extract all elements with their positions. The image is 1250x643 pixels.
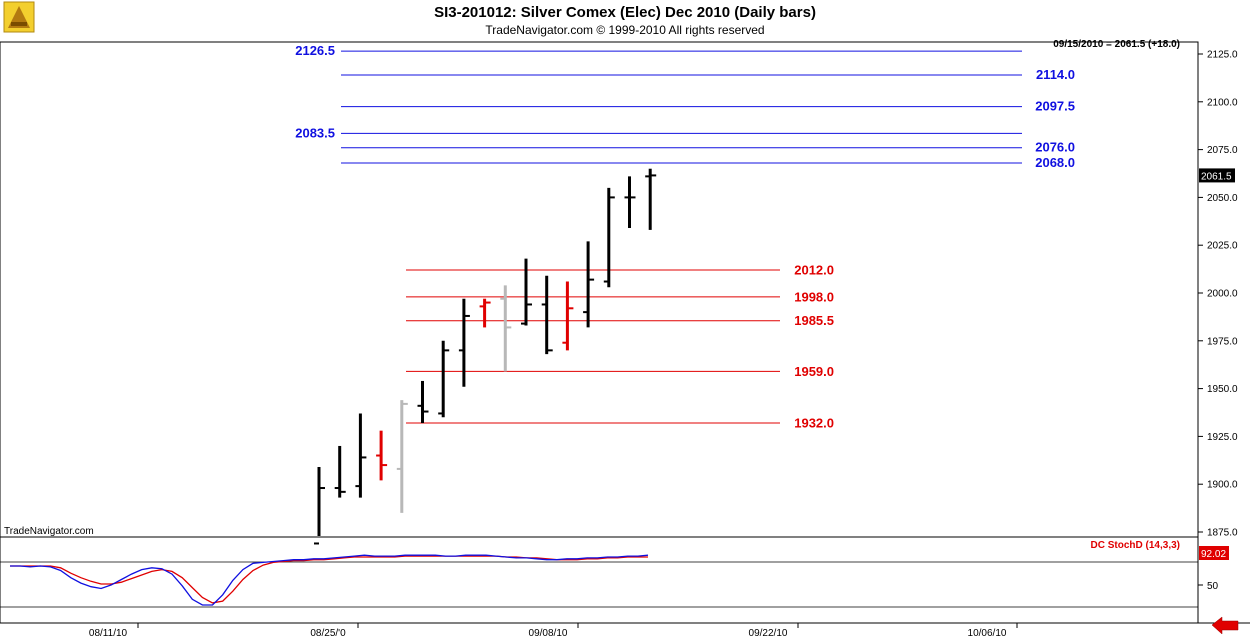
y-tick-label: 2000.0 (1207, 289, 1238, 300)
chart-title: SI3-201012: Silver Comex (Elec) Dec 2010… (434, 4, 816, 21)
blue-level-label: 2114.0 (1036, 67, 1075, 82)
y-tick-label: 1950.0 (1207, 384, 1238, 395)
x-tick-label: 09/08/10 (529, 628, 568, 639)
plot-frame (0, 41, 1199, 538)
scroll-left-arrow-icon[interactable] (1211, 616, 1239, 635)
last-price-marker: 2061.5 (1199, 168, 1235, 183)
red-level-label: 1998.0 (794, 289, 834, 304)
indicator-value-box (1199, 546, 1229, 560)
stoch-d-line (10, 555, 648, 604)
y-tick-label: 2075.0 (1207, 145, 1238, 156)
y-tick-label: 1875.0 (1207, 528, 1238, 539)
y-tick-label: 2025.0 (1207, 241, 1238, 252)
price-bar (458, 298, 470, 387)
y-tick-label: 1900.0 (1207, 480, 1238, 491)
blue-level-label: 2126.5 (295, 43, 335, 58)
price-bar (376, 430, 388, 481)
x-tick-label: 08/11/10 (89, 628, 128, 639)
price-bar (396, 400, 408, 513)
quote-header: 09/15/2010 = 2061.5 (+18.0) (1053, 39, 1180, 50)
watermark: TradeNavigator.com (4, 526, 94, 537)
ind-tick-label: 50 (1207, 581, 1219, 592)
x-tick-label: 10/06/10 (968, 628, 1007, 639)
chart-subtitle: TradeNavigator.com © 1999-2010 All right… (485, 23, 764, 37)
last-price-box (1199, 168, 1235, 183)
red-level-label: 1932.0 (794, 416, 834, 431)
y-tick-label: 2050.0 (1207, 193, 1238, 204)
price-bar (438, 340, 450, 418)
price-bar (355, 413, 367, 498)
price-bar (417, 380, 429, 424)
x-axis-ticks: 08/11/10 08/25/'0 09/08/10 09/22/10 10/06/10 (89, 623, 1018, 639)
last-price-label: 2061.5 (1201, 171, 1232, 182)
y-tick-label: 2125.0 (1207, 50, 1238, 61)
red-level-label: 2012.0 (794, 263, 834, 278)
price-bar (624, 176, 636, 228)
price-bar (541, 275, 553, 355)
price-bar (562, 281, 574, 351)
y-tick-label: 2100.0 (1207, 97, 1238, 108)
blue-level-label: 2097.5 (1035, 99, 1075, 114)
price-bar (500, 285, 512, 372)
indicator-value-label: 92.02 (1201, 549, 1226, 560)
price-bar (314, 466, 325, 545)
red-level-label: 1959.0 (794, 364, 834, 379)
price-bar (603, 187, 615, 288)
logo-icon (3, 1, 35, 33)
y-axis-ticks: 2125.0 2100.0 2075.0 2050.0 2025.0 2000.0 1975… (1198, 50, 1238, 539)
x-tick-label: 09/22/10 (749, 628, 788, 639)
y-tick-label: 1975.0 (1207, 336, 1238, 347)
indicator-frame (0, 536, 1199, 624)
stochastic-indicator: 50 92.02 (0, 546, 1229, 608)
stoch-k-line (10, 554, 649, 606)
x-tick-label: 08/25/'0 (310, 628, 346, 639)
y-tick-label: 1925.0 (1207, 432, 1238, 443)
blue-level-label: 2083.5 (295, 125, 335, 140)
price-bar (479, 298, 491, 328)
blue-level-label: 2076.0 (1035, 140, 1075, 155)
price-bar (583, 241, 595, 328)
price-bar (521, 258, 532, 326)
price-bars (314, 168, 657, 545)
red-level-label: 1985.5 (794, 313, 834, 328)
blue-level-label: 2068.0 (1035, 155, 1075, 170)
price-bar (334, 445, 346, 498)
price-bar (645, 168, 657, 230)
indicator-label: DC StochD (14,3,3) (1091, 540, 1180, 551)
